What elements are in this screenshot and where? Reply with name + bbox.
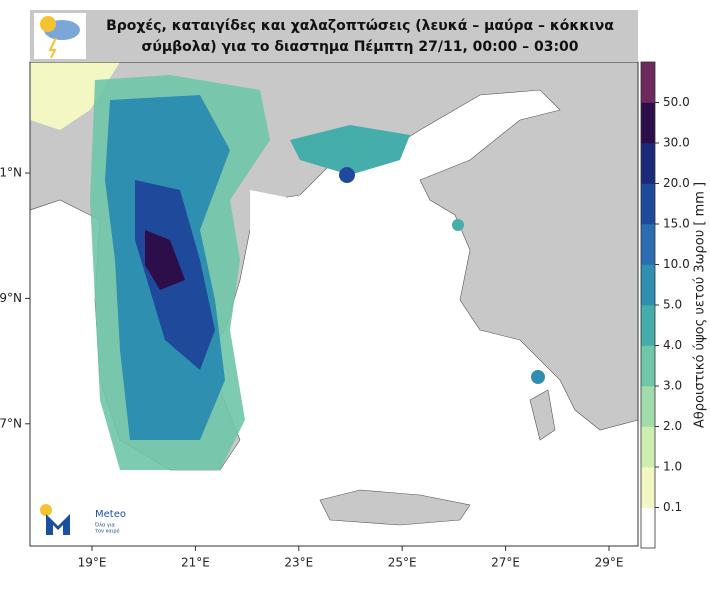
rain-extreme [145, 230, 185, 290]
title-line: Βροχές, καταιγίδες και χαλαζοπτώσεις (λε… [106, 18, 614, 34]
colorbar-tick-label: 50.0 [663, 95, 690, 109]
colorbar-segment [641, 305, 655, 346]
rain-cell [452, 219, 464, 231]
lat-tick-label: 41°N [0, 166, 22, 180]
colorbar-segment [641, 183, 655, 225]
sea-gulf [250, 190, 330, 340]
lat-tick-label: 39°N [0, 291, 22, 305]
colorbar-segment [641, 426, 655, 468]
colorbar-tick-label: 4.0 [663, 338, 682, 352]
colorbar-tick-label: 10.0 [663, 257, 690, 271]
map [30, 62, 638, 546]
colorbar-segment [641, 507, 655, 549]
crete [319, 489, 471, 526]
colorbar-tick-label: 1.0 [663, 460, 682, 474]
rhodes [529, 389, 556, 441]
colorbar-tick-label: 0.1 [663, 500, 682, 514]
rain-cell [531, 370, 545, 384]
logo-tagline: τον καιρό [95, 528, 120, 535]
colorbar-label: Αθροιστικό ύψος υετού 3ωρου [ mm ] [693, 182, 708, 428]
logo-name: Meteo [95, 509, 126, 520]
rain-thrace [290, 125, 410, 175]
weather-icon-bolt [48, 37, 57, 59]
lon-tick-label: 29°E [595, 556, 624, 570]
colorbar-segment [641, 345, 655, 387]
title-line: σύμβολα) για το διαστημα Πέμπτη 27/11, 0… [141, 39, 578, 55]
colorbar-segment [641, 143, 655, 184]
lon-tick-label: 25°E [388, 556, 417, 570]
weather-icon-sun [40, 16, 56, 32]
lat-tick-label: 37°N [0, 416, 22, 430]
colorbar-segment [641, 224, 655, 265]
colorbar-tick-label: 30.0 [663, 136, 690, 150]
colorbar-segment [641, 62, 655, 103]
colorbar-tick-label: 20.0 [663, 176, 690, 190]
colorbar-tick-label: 3.0 [663, 379, 682, 393]
colorbar-segment [641, 102, 655, 144]
rain-cell [339, 167, 355, 183]
colorbar: 0.1 1.0 2.0 3.0 4.0 5.0 10.0 15.0 20.0 30.0 50.0 [640, 61, 690, 549]
colorbar-tick-label: 5.0 [663, 298, 682, 312]
logo-tagline: Όλα για [94, 522, 116, 529]
colorbar-segment [641, 386, 655, 427]
title-box [30, 10, 638, 62]
colorbar-segment [641, 264, 655, 306]
lon-tick-label: 27°E [491, 556, 520, 570]
colorbar-segment [641, 467, 655, 508]
logo-mark [46, 514, 70, 535]
rain-light [30, 62, 120, 130]
lon-tick-label: 19°E [78, 556, 107, 570]
lon-tick-label: 21°E [181, 556, 210, 570]
colorbar-tick-label: 2.0 [663, 419, 682, 433]
sea-cyclades [350, 320, 430, 380]
colorbar-tick-label: 15.0 [663, 217, 690, 231]
logo-dot [40, 504, 52, 516]
lon-tick-label: 23°E [284, 556, 313, 570]
